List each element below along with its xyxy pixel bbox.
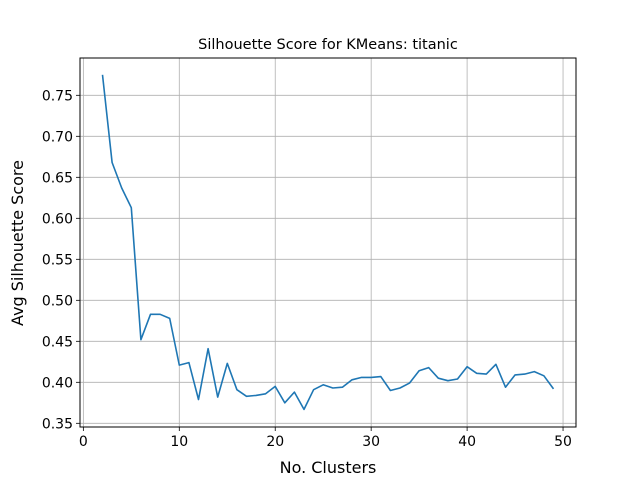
x-tick-label: 40 xyxy=(458,434,476,450)
chart-title: Silhouette Score for KMeans: titanic xyxy=(198,37,458,53)
axis-ticks: 0 10 20 30 40 50 0.35 0.40 0.45 0.50 0.55 0.60 0.65 0… xyxy=(42,88,572,450)
y-tick-label: 0.70 xyxy=(42,129,73,145)
y-tick-label: 0.55 xyxy=(42,252,73,268)
grid xyxy=(80,58,576,427)
plot-frame xyxy=(79,57,577,428)
x-tick-label: 0 xyxy=(79,434,88,450)
x-axis-label: No. Clusters xyxy=(280,458,377,477)
y-tick-label: 0.45 xyxy=(42,334,73,350)
series-line xyxy=(101,74,555,411)
x-tick-label: 50 xyxy=(554,434,572,450)
plot-area xyxy=(101,74,555,411)
y-axis-label: Avg Silhouette Score xyxy=(8,160,27,326)
y-tick-label: 0.60 xyxy=(42,211,73,227)
x-tick-label: 30 xyxy=(362,434,380,450)
y-tick-label: 0.35 xyxy=(42,416,73,432)
y-tick-label: 0.75 xyxy=(42,88,73,104)
x-tick-label: 10 xyxy=(170,434,188,450)
x-tick-label: 20 xyxy=(266,434,284,450)
y-tick-label: 0.65 xyxy=(42,170,73,186)
y-tick-label: 0.40 xyxy=(42,375,73,391)
y-tick-label: 0.50 xyxy=(42,293,73,309)
